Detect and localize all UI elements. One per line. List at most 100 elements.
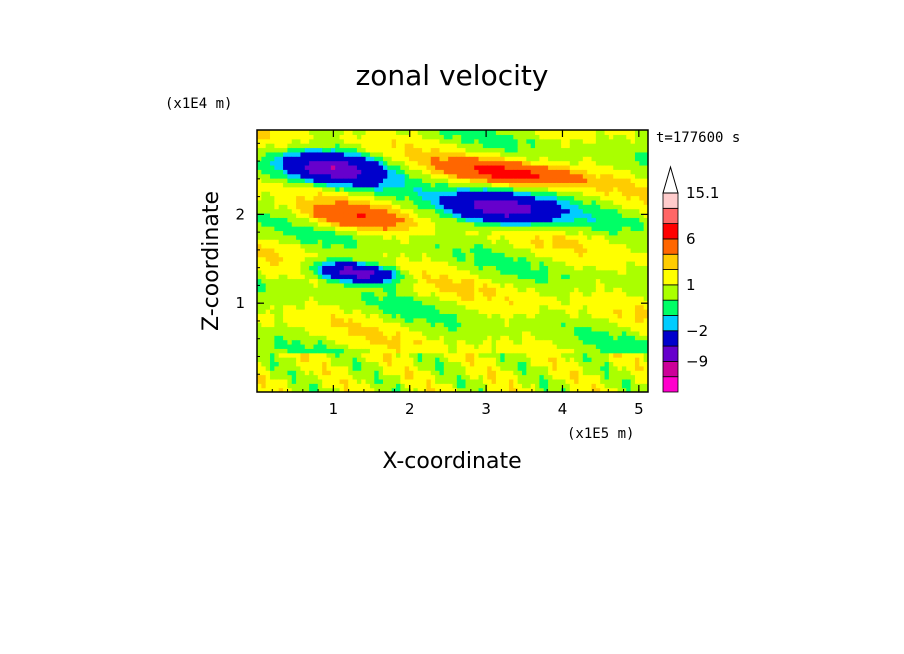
field-cell [456, 178, 462, 183]
field-cell [387, 247, 393, 253]
field-cell [417, 239, 423, 245]
field-cell [535, 330, 540, 336]
field-cell [613, 322, 619, 328]
field-cell [561, 361, 567, 367]
field-cell [548, 348, 554, 354]
field-cell [369, 182, 375, 188]
field-cell [522, 378, 527, 384]
field-cell [535, 365, 540, 371]
field-cell [508, 151, 514, 157]
field-cell [356, 243, 362, 249]
field-cell [491, 370, 497, 376]
field-cell [391, 169, 397, 175]
field-cell [309, 291, 315, 297]
field-cell [257, 374, 262, 380]
field-cell [409, 230, 414, 236]
field-cell [335, 361, 341, 367]
field-cell [552, 335, 558, 341]
field-cell [604, 361, 610, 367]
field-cell [517, 186, 523, 192]
field-cell [330, 287, 336, 293]
field-cell [365, 208, 371, 214]
field-cell [500, 287, 506, 293]
field-cell [517, 295, 523, 301]
field-cell [435, 208, 441, 214]
field-cell [309, 304, 315, 310]
field-cell [361, 365, 367, 371]
field-cell [400, 352, 406, 358]
field-cell [374, 208, 380, 214]
field-cell [374, 357, 380, 363]
field-cell [309, 191, 315, 197]
field-cell [382, 191, 388, 197]
field-cell [261, 230, 267, 236]
field-cell [391, 374, 397, 380]
field-cell [556, 212, 562, 218]
field-cell [465, 378, 471, 384]
field-cell [569, 374, 575, 380]
field-cell [387, 309, 393, 314]
field-cell [448, 160, 454, 166]
field-cell [309, 130, 315, 135]
field-cell [257, 208, 262, 214]
field-cell [339, 147, 345, 153]
field-cell [257, 226, 262, 232]
field-cell [287, 274, 293, 280]
field-cell [396, 339, 401, 345]
field-cell [339, 221, 345, 227]
field-cell [391, 221, 397, 227]
field-cell [309, 199, 315, 205]
field-cell [330, 226, 336, 232]
field-cell [422, 374, 428, 380]
field-cell [530, 343, 536, 349]
field-cell [356, 339, 362, 345]
field-cell [548, 178, 554, 183]
field-cell [613, 378, 619, 384]
field-cell [417, 322, 423, 328]
field-cell [426, 204, 432, 210]
field-cell [448, 199, 454, 205]
field-cell [600, 186, 606, 192]
field-cell [487, 169, 493, 175]
field-cell [374, 295, 380, 301]
field-cell [352, 239, 358, 245]
field-cell [487, 147, 493, 153]
field-cell [326, 173, 332, 179]
field-cell [600, 156, 606, 162]
field-cell [422, 352, 428, 358]
field-cell [283, 138, 289, 144]
field-cell [322, 204, 328, 210]
field-cell [465, 173, 471, 179]
field-cell [304, 335, 310, 341]
field-cell [539, 195, 545, 201]
field-cell [604, 173, 610, 179]
field-cell [413, 287, 419, 293]
field-cell [339, 226, 345, 232]
field-cell [600, 217, 606, 223]
field-cell [409, 274, 414, 280]
field-cell [474, 304, 480, 310]
field-cell [270, 261, 275, 266]
field-cell [439, 134, 445, 140]
field-cell [578, 217, 584, 223]
field-cell [526, 199, 532, 205]
field-cell [522, 387, 527, 392]
field-cell [565, 230, 571, 236]
field-cell [404, 383, 410, 389]
field-cell [322, 247, 328, 253]
field-cell [530, 186, 536, 192]
field-cell [465, 199, 471, 205]
field-cell [391, 309, 397, 314]
field-cell [374, 130, 380, 135]
field-cell [591, 269, 597, 275]
field-cell [517, 352, 523, 358]
field-cell [413, 274, 419, 280]
field-cell [439, 130, 445, 135]
field-cell [274, 147, 280, 153]
field-cell [391, 130, 397, 135]
field-cell [435, 317, 441, 323]
field-cell [461, 365, 467, 371]
field-cell [426, 278, 432, 284]
field-cell [508, 274, 514, 280]
field-cell [452, 234, 458, 240]
